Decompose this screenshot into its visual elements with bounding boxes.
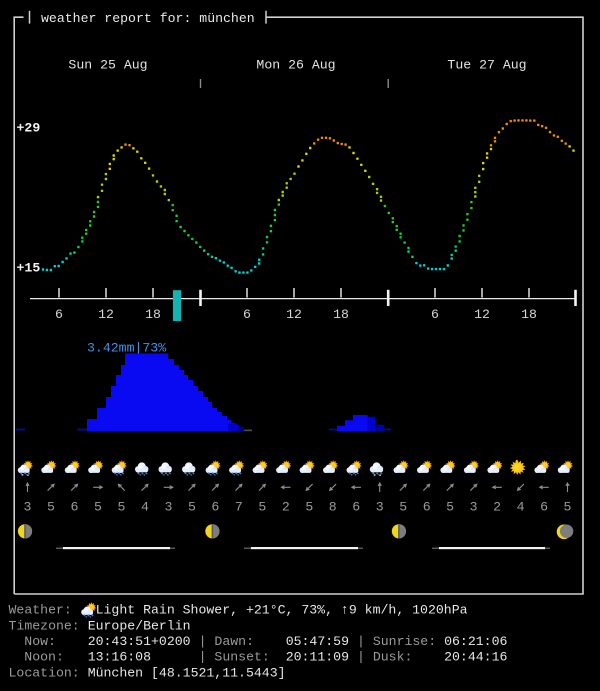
svg-text:12: 12 [98, 307, 114, 322]
svg-text:Tue 27 Aug: Tue 27 Aug [447, 58, 526, 73]
svg-text:6: 6 [211, 499, 219, 514]
svg-text:6: 6 [352, 499, 360, 514]
svg-text:8: 8 [329, 499, 337, 514]
svg-text:2: 2 [282, 499, 290, 514]
svg-text:3: 3 [164, 499, 172, 514]
svg-text:3: 3 [24, 499, 32, 514]
svg-text:4: 4 [517, 499, 525, 514]
svg-text:6: 6 [540, 499, 548, 514]
svg-text:6: 6 [243, 307, 251, 322]
svg-text:12: 12 [474, 307, 490, 322]
svg-text:6: 6 [423, 499, 431, 514]
svg-text:18: 18 [521, 307, 537, 322]
svg-text:3: 3 [376, 499, 384, 514]
svg-text:18: 18 [145, 307, 161, 322]
svg-text:12: 12 [286, 307, 302, 322]
svg-text:7: 7 [235, 499, 243, 514]
svg-text:3.42mm|73%: 3.42mm|73% [87, 341, 166, 356]
svg-text:Noon:13:16:08| Sunset:20:11:09: Noon: 13:16:08 | Sunset: 20:11:09 | Dusk: 20:… [24, 650, 507, 665]
svg-text:Sun 25 Aug: Sun 25 Aug [68, 58, 147, 73]
svg-text:6: 6 [71, 499, 79, 514]
svg-text:5: 5 [47, 499, 55, 514]
svg-text:3: 3 [470, 499, 478, 514]
svg-text:weather report for: münchen: weather report for: münchen [41, 11, 255, 26]
svg-text:5: 5 [188, 499, 196, 514]
svg-text:5: 5 [258, 499, 266, 514]
svg-text:18: 18 [333, 307, 349, 322]
svg-text:5: 5 [117, 499, 125, 514]
svg-text:2: 2 [493, 499, 501, 514]
svg-text:+15: +15 [17, 260, 41, 275]
svg-text:Timezone:Europe/Berlin: Timezone: Europe/Berlin [9, 618, 191, 633]
svg-text:6: 6 [431, 307, 439, 322]
svg-text:+29: +29 [17, 120, 41, 135]
svg-text:Now:20:43:51+0200| Dawn:05:47:: Now: 20:43:51+0200 | Dawn: 05:47:59 | Sunris… [24, 634, 507, 649]
svg-text:6: 6 [55, 307, 63, 322]
svg-text:4: 4 [141, 499, 149, 514]
svg-text:5: 5 [564, 499, 572, 514]
svg-text:Weather:Light Rain Shower, +21: Weather: Light Rain Shower, +21°C, 73%, ↑… [9, 603, 468, 618]
svg-text:5: 5 [305, 499, 313, 514]
svg-text:5: 5 [94, 499, 102, 514]
svg-text:Location:München [48.1521,11.5: Location: München [48.1521,11.5443] [9, 665, 286, 680]
svg-text:Mon 26 Aug: Mon 26 Aug [256, 58, 335, 73]
svg-text:5: 5 [399, 499, 407, 514]
svg-text:5: 5 [446, 499, 454, 514]
